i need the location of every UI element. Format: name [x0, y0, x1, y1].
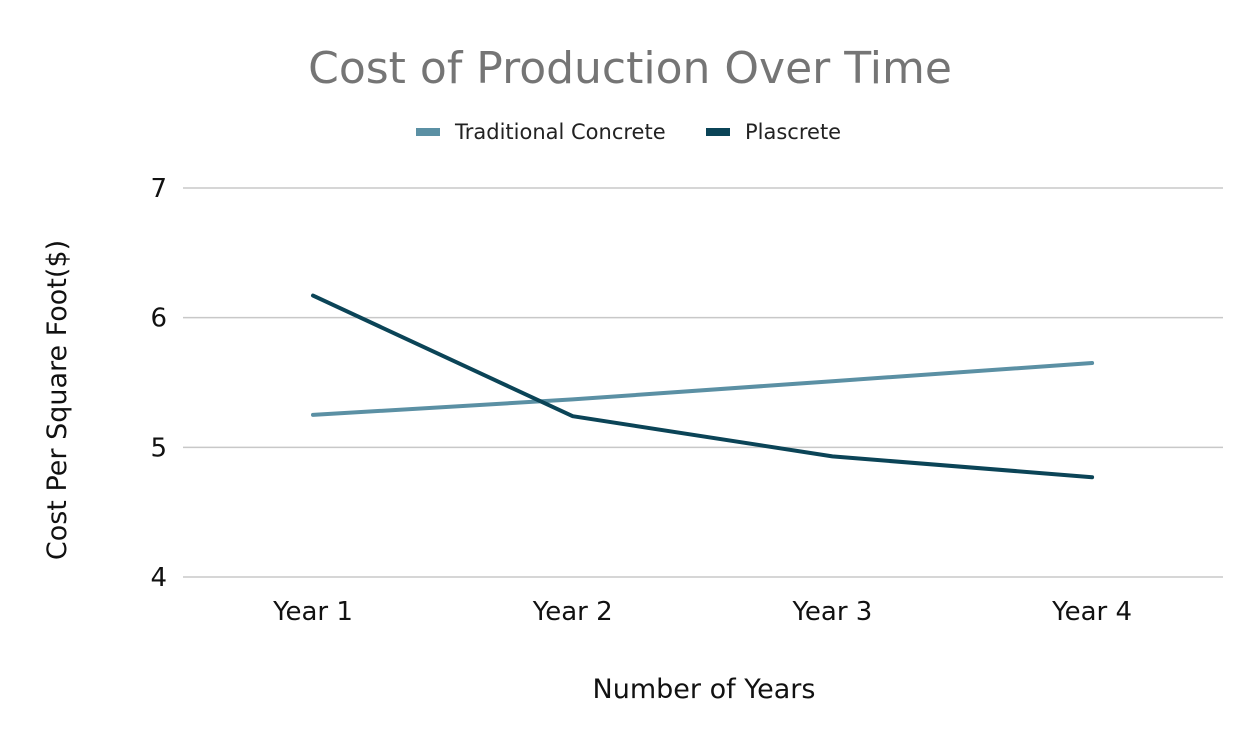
y-axis-label: Cost Per Square Foot($) [42, 240, 73, 560]
chart-title: Cost of Production Over Time [308, 43, 952, 94]
gridlines [183, 187, 1223, 578]
x-axis-label: Number of Years [593, 674, 816, 705]
legend-swatch-plascrete [706, 128, 730, 136]
legend-label-traditional-concrete: Traditional Concrete [454, 120, 666, 144]
series-line-plascrete [311, 293, 1095, 480]
y-tick-label-5: 5 [150, 433, 167, 463]
legend: Traditional Concrete Plascrete [416, 120, 841, 144]
y-tick-label-6: 6 [150, 304, 167, 334]
legend-swatch-traditional-concrete [416, 128, 440, 136]
legend-label-plascrete: Plascrete [745, 120, 841, 144]
x-tick-label-4: Year 4 [1051, 597, 1132, 627]
x-tick-label-3: Year 3 [791, 597, 872, 627]
x-axis-ticks: Year 1 Year 2 Year 3 Year 4 [272, 597, 1132, 627]
series-lines [311, 293, 1095, 480]
y-tick-label-4: 4 [150, 563, 167, 593]
x-tick-label-2: Year 2 [532, 597, 613, 627]
x-tick-label-1: Year 1 [272, 597, 353, 627]
y-tick-label-7: 7 [150, 174, 167, 204]
series-line-traditional-concrete [311, 361, 1095, 417]
y-axis-ticks: 4 5 6 7 [150, 174, 167, 593]
